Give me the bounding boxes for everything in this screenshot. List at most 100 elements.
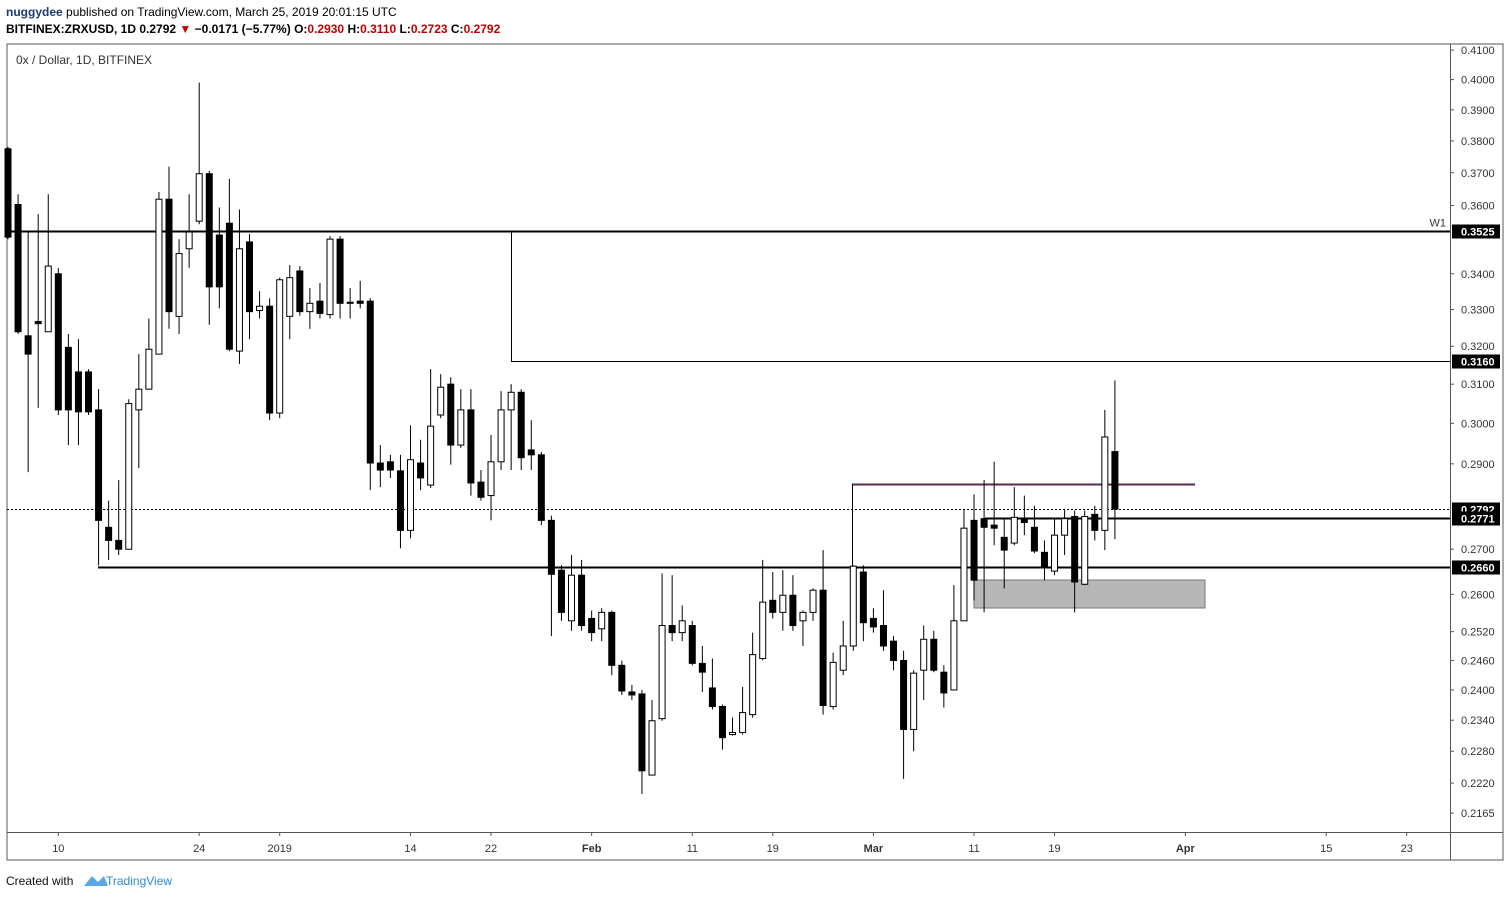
candle-body [819,589,827,706]
candle-body [879,625,887,647]
candle-body [155,198,163,355]
candle-body [658,625,666,720]
candle-body [769,599,777,613]
x-tick-label: 22 [485,843,497,855]
candle-body [1111,451,1119,510]
chart-title: 0x / Dollar, 1D, BITFINEX [16,53,152,67]
l-label: L: [399,22,411,36]
candle-body [568,574,576,622]
x-tick-label: 10 [52,843,64,855]
candle-body [306,302,314,313]
symbol: BITFINEX:ZRXUSD, 1D [6,22,137,36]
candle-body [990,524,998,529]
candle-body [588,617,596,634]
candle-body [105,526,113,541]
x-tick-label: 19 [1048,843,1060,855]
candle-body [185,231,193,250]
candle-body [1051,534,1059,572]
candle-body [1081,515,1089,585]
candle-body [1010,516,1018,544]
level-label: 0.3160 [1461,357,1495,369]
candle-body [718,706,726,739]
o: 0.2930 [307,22,345,36]
candle-body [789,594,797,627]
candle-body [970,519,978,581]
candle-body [85,371,93,413]
candle-body [356,300,364,304]
candle-body [417,462,425,479]
candle-body [799,611,807,622]
candle-body [749,654,757,716]
y-tick-label: 0.2280 [1461,746,1495,758]
candle-body [4,148,12,238]
x-tick-label: 11 [687,843,698,855]
frame [6,43,1504,861]
candle-body [739,712,747,734]
candle-body [396,470,404,531]
x-tick-label: 2019 [267,843,291,855]
x-tick-label: 23 [1401,843,1413,855]
candle-body [246,241,254,313]
candles [4,82,1119,794]
candle-body [557,569,565,613]
candle-body [698,662,706,673]
candle-body [457,409,465,446]
candle-body [477,481,485,498]
candle-body [668,625,676,634]
x-tick-label: 14 [404,843,416,855]
x-tick-label: 15 [1320,843,1332,855]
candle-body [1091,513,1099,531]
candle-body [1020,518,1028,524]
candle-body [225,222,233,350]
published: published on TradingView.com, March 25, … [66,5,397,19]
candle-body [839,645,847,671]
arrow: ▼ [179,22,192,36]
user: nuggydee [6,5,63,19]
candle-body [980,518,988,528]
y-tick-label: 0.2220 [1461,778,1495,790]
c-label: C: [450,22,464,36]
candle-body [54,273,62,411]
candle-body [366,300,374,464]
y-tick-label: 0.3400 [1461,269,1495,281]
candle-body [95,409,103,521]
candle-body [487,461,495,497]
candle-body [1101,436,1109,531]
candle-body [74,371,82,413]
candle-body [890,640,898,661]
candle-body [900,659,908,730]
logo [84,876,108,886]
o-label: O: [294,22,308,36]
candle-body [809,589,817,613]
candle-body [316,300,324,314]
candle-body [507,391,515,411]
candle-body [708,687,716,708]
x-tick-label: Apr [1176,843,1196,855]
level-label: 0.2660 [1461,563,1495,575]
candle-body [175,253,183,317]
candle-body [64,346,72,411]
level-label-box [1452,511,1500,526]
candle-body [266,305,274,414]
y-tick-label: 0.3800 [1461,136,1495,148]
candle-body [759,601,767,660]
y-tick-label: 0.3200 [1461,341,1495,353]
candle-body [195,173,203,222]
candle-body [497,409,505,463]
candle-body [467,409,475,484]
candle-body [336,238,344,304]
y-tick-label: 0.3600 [1461,200,1495,212]
candle-body [869,617,877,628]
candle-body [1030,526,1038,552]
candle-body [537,454,545,521]
candle-body [34,320,42,325]
candle-body [386,461,394,471]
candle-body [648,720,656,776]
candle-body [215,234,223,288]
y-tick-label: 0.3700 [1461,168,1495,180]
y-tick-label: 0.3900 [1461,105,1495,117]
y-tick-label: 0.3300 [1461,304,1495,316]
candle-body [24,335,32,355]
candle-body [407,459,415,531]
